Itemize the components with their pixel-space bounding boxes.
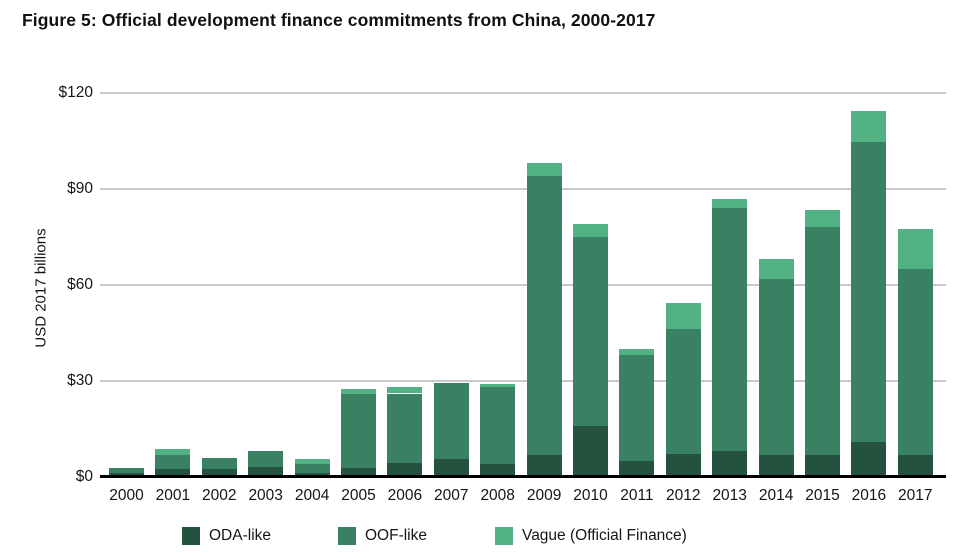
bar-2007-oda-like	[433, 459, 469, 477]
x-axis-line	[100, 475, 946, 478]
bar-2006-oda-like	[387, 463, 423, 477]
bar-2013-vague-official-finance	[712, 199, 748, 209]
bar-2001-vague-official-finance	[155, 449, 191, 456]
bar-2010-vague-official-finance	[573, 223, 608, 237]
legend-label-vague-official-finance: Vague (Official Finance)	[522, 527, 687, 544]
bar-2009-vague-official-finance	[526, 162, 562, 176]
bar-2009-oda-like	[526, 455, 562, 477]
legend-swatch-vague-official-finance	[495, 527, 513, 545]
legend-label-oof-like: OOF-like	[365, 527, 427, 544]
x-tick-label-2003: 2003	[248, 487, 283, 504]
x-tick-label-2016: 2016	[851, 487, 887, 504]
bar-2012-oof-like	[665, 329, 701, 455]
bar-2001-oof-like	[155, 455, 191, 470]
x-tick-label-2010: 2010	[573, 487, 608, 504]
legend-item-oda-like: ODA-like	[182, 524, 271, 548]
chart-legend: ODA-like OOF-like Vague (Official Financ…	[0, 524, 960, 552]
bar-2012-oda-like	[665, 454, 701, 477]
x-tick-label-2013: 2013	[712, 487, 747, 504]
legend-label-oda-like: ODA-like	[209, 527, 272, 544]
bar-2010-oda-like	[573, 426, 608, 477]
legend-swatch-oda-like	[182, 527, 200, 545]
legend-item-oof-like: OOF-like	[338, 524, 427, 548]
bar-2014-oof-like	[758, 279, 794, 456]
gridline-90	[100, 188, 946, 191]
bar-2014-oda-like	[758, 455, 794, 477]
figure-title: Figure 5: Official development finance c…	[22, 10, 656, 30]
x-tick-label-2005: 2005	[341, 487, 376, 504]
bar-2000-oda-like	[109, 473, 144, 477]
bar-2017-oof-like	[897, 269, 933, 456]
bar-2015-oof-like	[805, 226, 840, 456]
x-tick-label-2008: 2008	[480, 487, 515, 504]
y-tick-label-60: $60	[67, 275, 93, 293]
bar-2014-vague-official-finance	[758, 259, 794, 280]
x-tick-label-2012: 2012	[666, 487, 701, 504]
bar-2005-oof-like	[341, 393, 376, 469]
bar-2011-oda-like	[619, 460, 655, 477]
gridline-60	[100, 283, 946, 286]
x-tick-label-2004: 2004	[294, 487, 330, 504]
x-tick-label-2000: 2000	[109, 487, 144, 504]
x-tick-label-2007: 2007	[434, 487, 469, 504]
bar-2017-vague-official-finance	[897, 229, 933, 270]
bar-2011-vague-official-finance	[619, 349, 655, 356]
bar-2002-oof-like	[201, 458, 237, 470]
x-tick-label-2015: 2015	[805, 487, 840, 504]
legend-item-vague-official-finance: Vague (Official Finance)	[495, 524, 687, 548]
bar-2015-vague-official-finance	[805, 210, 840, 227]
bar-2016-oof-like	[851, 141, 887, 442]
bar-2007-oof-like	[433, 383, 469, 460]
bar-2008-oda-like	[480, 464, 516, 477]
y-tick-label-0: $0	[75, 467, 93, 485]
x-tick-label-2006: 2006	[387, 487, 423, 504]
bar-2006-oof-like	[387, 393, 423, 464]
gridline-30	[100, 379, 946, 382]
bar-2008-vague-official-finance	[480, 384, 516, 388]
bar-2005-vague-official-finance	[341, 389, 376, 394]
x-tick-label-2011: 2011	[620, 487, 654, 504]
bar-2015-oda-like	[805, 455, 840, 477]
bar-2013-oda-like	[712, 451, 748, 477]
bar-2005-oda-like	[341, 468, 376, 477]
gridline-120	[100, 92, 946, 95]
bar-2002-oda-like	[201, 469, 237, 477]
y-tick-label-90: $90	[67, 180, 93, 198]
bar-2013-oof-like	[712, 208, 748, 451]
y-tick-label-30: $30	[67, 371, 93, 389]
bar-2004-oda-like	[294, 472, 330, 477]
bar-2004-oof-like	[294, 464, 330, 473]
bar-2001-oda-like	[155, 469, 191, 477]
bar-2011-oof-like	[619, 355, 655, 461]
bar-2010-oof-like	[573, 236, 608, 427]
x-tick-label-2014: 2014	[758, 487, 794, 504]
bar-2008-oof-like	[480, 387, 516, 464]
bar-2004-vague-official-finance	[294, 459, 330, 465]
bar-2016-oda-like	[851, 441, 887, 477]
bar-2000-oof-like	[109, 467, 144, 474]
bar-2006-vague-official-finance	[387, 387, 423, 394]
legend-swatch-oof-like	[338, 527, 356, 545]
bar-2003-oof-like	[248, 451, 284, 468]
x-tick-label-2001: 2001	[155, 487, 191, 504]
bar-2012-vague-official-finance	[665, 303, 701, 330]
bar-2003-oda-like	[248, 467, 284, 477]
x-tick-label-2002: 2002	[202, 487, 237, 504]
x-tick-label-2009: 2009	[526, 487, 562, 504]
bar-2009-oof-like	[526, 176, 562, 456]
x-tick-label-2017: 2017	[898, 487, 933, 504]
bar-2017-oda-like	[897, 455, 933, 477]
y-tick-label-120: $120	[58, 84, 93, 102]
bar-2016-vague-official-finance	[851, 110, 887, 142]
